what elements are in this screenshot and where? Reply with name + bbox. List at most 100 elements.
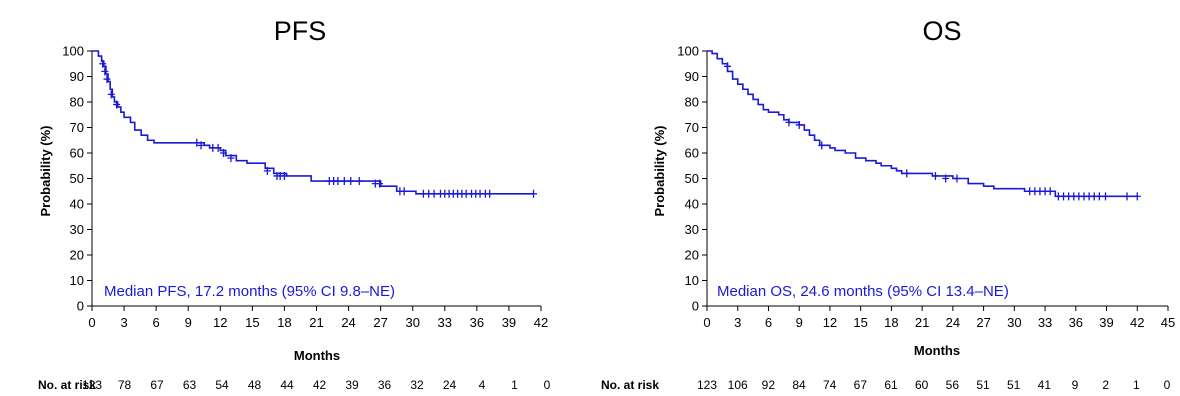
- pfs-x-tick-label: 18: [277, 315, 291, 330]
- os-chart-title: OS: [922, 16, 961, 46]
- pfs-median-annotation: Median PFS, 17.2 months (95% CI 9.8–NE): [104, 283, 395, 300]
- pfs-y-axis-label: Probability (%): [38, 125, 53, 216]
- pfs-censor-mark: [99, 59, 107, 68]
- pfs-y-tick-label: 90: [70, 69, 84, 84]
- pfs-risk-table-label: No. at risk: [38, 378, 96, 392]
- os-censor-mark: [942, 174, 950, 183]
- os-censor-mark: [903, 169, 911, 178]
- os-y-axis-label: Probability (%): [652, 125, 667, 216]
- pfs-x-tick-label: 27: [373, 315, 387, 330]
- pfs-y-tick-label: 50: [70, 171, 84, 186]
- os-x-tick-label: 9: [796, 315, 803, 330]
- pfs-censor-mark: [347, 177, 355, 186]
- os-risk-value: 9: [1072, 378, 1079, 392]
- pfs-censor-mark: [101, 67, 109, 76]
- os-y-tick-label: 70: [685, 120, 699, 135]
- os-x-tick-label: 39: [1099, 315, 1113, 330]
- os-y-tick-label: 100: [677, 44, 699, 59]
- pfs-x-tick-label: 24: [341, 315, 355, 330]
- pfs-y-tick-label: 30: [70, 222, 84, 237]
- pfs-x-tick-label: 9: [185, 315, 192, 330]
- os-panel: OS Probability (%) Months Median OS, 24.…: [601, 16, 1175, 392]
- os-y-tick-label: 30: [685, 222, 699, 237]
- os-median-annotation: Median OS, 24.6 months (95% CI 13.4–NE): [717, 283, 1009, 300]
- pfs-risk-value: 78: [118, 378, 132, 392]
- pfs-x-tick-label: 6: [153, 315, 160, 330]
- os-censor-mark: [953, 174, 961, 183]
- pfs-censor-mark: [214, 143, 222, 152]
- pfs-y-tick-label: 20: [70, 248, 84, 263]
- pfs-censor-mark: [219, 149, 227, 157]
- os-risk-value: 51: [976, 378, 990, 392]
- os-risk-table-label: No. at risk: [601, 378, 659, 392]
- pfs-censor-mark: [530, 189, 538, 198]
- pfs-censor-mark: [376, 179, 384, 188]
- pfs-x-tick-label: 12: [213, 315, 227, 330]
- os-risk-value: 67: [854, 378, 868, 392]
- pfs-risk-value: 1: [511, 378, 518, 392]
- pfs-censor-mark: [113, 100, 121, 109]
- pfs-x-tick-label: 36: [470, 315, 484, 330]
- pfs-censor-mark: [400, 187, 408, 196]
- os-risk-value: 74: [823, 378, 837, 392]
- os-risk-value: 1: [1133, 378, 1140, 392]
- os-x-tick-label: 0: [703, 315, 710, 330]
- pfs-survival-curve: [92, 50, 534, 195]
- os-x-tick-label: 15: [853, 315, 867, 330]
- os-risk-value: 61: [884, 378, 898, 392]
- pfs-x-tick-label: 33: [438, 315, 452, 330]
- os-censor-mark: [818, 141, 826, 150]
- pfs-y-tick-label: 100: [62, 44, 84, 59]
- pfs-censor-mark: [227, 154, 235, 163]
- pfs-censor-mark: [107, 90, 115, 99]
- pfs-censor-mark: [263, 166, 271, 175]
- os-x-tick-label: 30: [1007, 315, 1021, 330]
- pfs-risk-value: 48: [248, 378, 262, 392]
- os-y-tick-label: 80: [685, 95, 699, 110]
- pfs-y-tick-label: 60: [70, 146, 84, 161]
- pfs-censor-mark: [486, 189, 494, 198]
- os-survival-curve: [707, 50, 1138, 198]
- os-x-tick-label: 3: [734, 315, 741, 330]
- pfs-risk-value: 67: [150, 378, 164, 392]
- pfs-risk-value: 44: [280, 378, 294, 392]
- os-risk-value: 123: [697, 378, 717, 392]
- pfs-risk-value: 32: [410, 378, 424, 392]
- pfs-chart-title: PFS: [274, 16, 327, 46]
- pfs-risk-value: 24: [443, 378, 457, 392]
- pfs-y-tick-label: 70: [70, 120, 84, 135]
- pfs-risk-value: 4: [479, 378, 486, 392]
- pfs-x-tick-label: 0: [88, 315, 95, 330]
- pfs-risk-value: 54: [215, 378, 229, 392]
- os-y-tick-label: 90: [685, 69, 699, 84]
- os-y-tick-label: 0: [692, 299, 699, 314]
- os-x-tick-label: 33: [1038, 315, 1052, 330]
- pfs-censor-mark: [280, 171, 288, 180]
- pfs-y-tick-label: 80: [70, 95, 84, 110]
- os-y-tick-label: 50: [685, 171, 699, 186]
- pfs-censor-mark: [340, 177, 348, 186]
- pfs-risk-value: 39: [345, 378, 359, 392]
- os-risk-value: 92: [762, 378, 776, 392]
- pfs-y-tick-label: 0: [77, 299, 84, 314]
- pfs-y-tick-label: 40: [70, 197, 84, 212]
- pfs-risk-value: 42: [313, 378, 327, 392]
- os-censor-mark: [1123, 192, 1131, 201]
- os-y-tick-label: 20: [685, 248, 699, 263]
- os-risk-value: 0: [1164, 378, 1171, 392]
- pfs-censor-mark: [103, 75, 111, 84]
- os-risk-value: 51: [1007, 378, 1021, 392]
- os-risk-value: 84: [792, 378, 806, 392]
- os-censor-mark: [723, 62, 731, 71]
- os-x-tick-label: 36: [1069, 315, 1083, 330]
- pfs-censor-mark: [355, 177, 363, 186]
- os-censor-mark: [1095, 192, 1103, 201]
- os-x-axis-label: Months: [914, 343, 960, 358]
- os-y-tick-label: 10: [685, 273, 699, 288]
- os-censor-mark: [1046, 187, 1054, 196]
- pfs-panel: PFS Probability (%) Months Median PFS, 1…: [38, 16, 551, 392]
- pfs-x-tick-label: 42: [534, 315, 548, 330]
- pfs-risk-value: 63: [183, 378, 197, 392]
- pfs-censor-mark: [334, 177, 342, 186]
